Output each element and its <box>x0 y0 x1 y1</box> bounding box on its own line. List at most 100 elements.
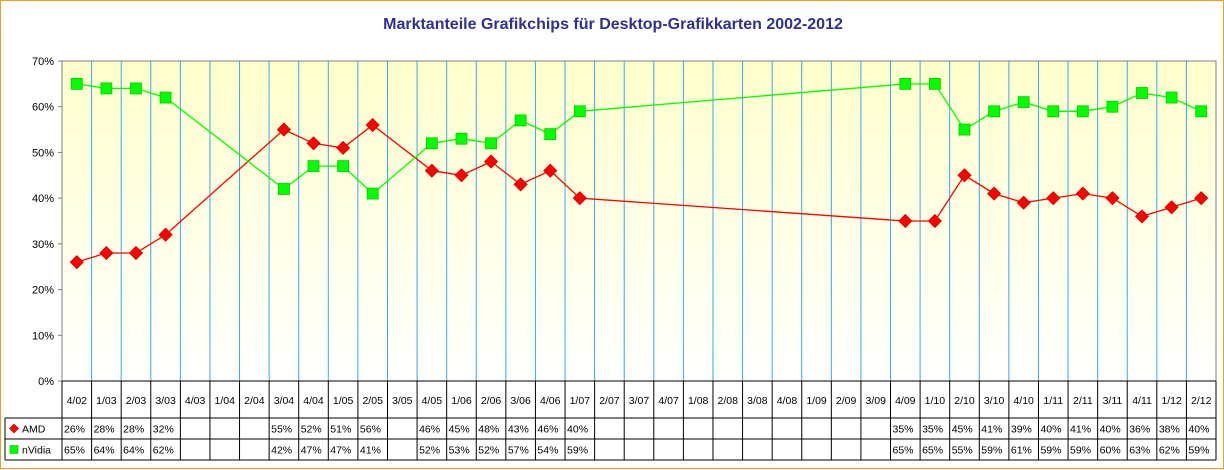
data-point-amd <box>365 117 380 133</box>
x-category-label: 4/11 <box>1132 395 1152 407</box>
data-table-cell: 52% <box>419 445 440 457</box>
data-point-nvidia <box>130 82 142 95</box>
data-table-cell: 45% <box>952 424 973 436</box>
x-category-label: 2/12 <box>1191 395 1212 407</box>
x-category-label: 4/06 <box>540 395 561 407</box>
plot-area <box>61 60 1217 382</box>
data-table-cell: 28% <box>94 424 115 436</box>
data-point-nvidia <box>1047 105 1060 118</box>
data-table-cell: 36% <box>1129 424 1150 436</box>
x-category-label: 4/10 <box>1013 395 1034 407</box>
x-category-label: 1/08 <box>688 395 709 407</box>
data-point-nvidia <box>514 114 527 127</box>
x-category-label: 4/03 <box>185 395 206 407</box>
x-category-label: 2/03 <box>126 395 147 407</box>
data-point-amd <box>543 163 558 178</box>
data-point-amd <box>69 255 84 270</box>
x-category-label: 3/07 <box>629 395 650 407</box>
data-point-nvidia <box>544 128 557 141</box>
x-category-label: 1/06 <box>451 395 472 407</box>
data-table-cell: 64% <box>94 445 115 457</box>
data-point-amd <box>276 122 291 137</box>
y-tick-label: 50% <box>32 147 54 159</box>
data-table-cell: 39% <box>1011 424 1032 436</box>
data-table-cell: 35% <box>922 424 943 436</box>
data-table-cell: 55% <box>952 445 973 457</box>
data-point-nvidia <box>928 77 941 90</box>
y-tick-label: 30% <box>32 239 54 251</box>
data-point-amd <box>454 168 469 183</box>
data-table-cell: 62% <box>1159 445 1180 457</box>
data-point-amd <box>336 140 351 155</box>
data-point-nvidia <box>988 105 1000 118</box>
data-table-cell: 41% <box>981 424 1002 436</box>
x-category-label: 3/10 <box>984 395 1005 407</box>
data-point-nvidia <box>337 160 350 173</box>
data-point-amd <box>1194 191 1209 206</box>
y-tick-label: 10% <box>32 330 54 342</box>
data-point-nvidia <box>1195 105 1208 118</box>
data-point-amd <box>99 245 114 261</box>
x-category-label: 3/08 <box>747 395 768 407</box>
x-category-label: 4/05 <box>422 395 443 407</box>
data-table-cell: 62% <box>153 445 174 457</box>
data-point-nvidia <box>573 105 586 118</box>
x-category-label: 3/05 <box>392 395 413 407</box>
x-category-label: 3/11 <box>1103 395 1123 407</box>
x-category-label: 2/07 <box>599 395 620 407</box>
data-point-amd <box>1134 209 1150 224</box>
data-point-amd <box>1016 195 1031 210</box>
x-category-label: 1/09 <box>806 395 827 407</box>
data-table-cell: 56% <box>360 424 381 436</box>
data-table-cell: 35% <box>893 424 914 436</box>
data-point-nvidia <box>307 160 320 173</box>
data-point-nvidia <box>366 187 379 200</box>
data-point-amd <box>1075 186 1090 201</box>
x-category-label: 2/05 <box>362 395 383 407</box>
data-table-cell: 38% <box>1159 424 1180 436</box>
x-category-label: 3/03 <box>155 395 176 407</box>
data-point-amd <box>158 227 173 242</box>
data-table-cell: 41% <box>360 445 381 457</box>
data-table-cell: 46% <box>419 424 440 436</box>
legend-key-amd <box>9 423 19 434</box>
data-table-cell: 43% <box>508 424 529 436</box>
x-category-label: 4/08 <box>777 395 798 407</box>
data-point-amd <box>306 136 321 151</box>
x-category-label: 4/02 <box>67 395 88 407</box>
data-point-amd <box>1105 191 1120 206</box>
data-table-cell: 47% <box>330 445 351 457</box>
data-table-cell: 41% <box>1070 424 1091 436</box>
data-table-cell: 51% <box>330 424 351 436</box>
data-table-cell: 65% <box>893 445 914 457</box>
y-tick-label: 0% <box>38 376 54 388</box>
x-category-label: 2/10 <box>954 395 975 407</box>
y-tick-label: 40% <box>32 193 54 205</box>
data-point-nvidia <box>159 91 172 104</box>
data-table-cell: 40% <box>567 424 588 436</box>
data-point-nvidia <box>278 183 290 195</box>
y-tick-label: 60% <box>32 102 54 114</box>
data-table-cell: 59% <box>567 445 588 457</box>
data-table-cell: 57% <box>508 445 529 457</box>
data-point-nvidia <box>425 137 438 150</box>
data-table-cell: 53% <box>449 445 470 457</box>
data-point-nvidia <box>899 77 912 90</box>
data-point-nvidia <box>70 77 83 90</box>
data-table-cell: 45% <box>449 424 470 436</box>
data-table-cell: 60% <box>1100 445 1121 457</box>
data-table-cell: 46% <box>537 424 558 436</box>
x-category-label: 4/04 <box>303 395 324 407</box>
x-category-label: 1/12 <box>1161 395 1182 407</box>
x-category-label: 2/04 <box>244 395 265 407</box>
data-point-nvidia <box>1106 100 1119 113</box>
x-category-label: 1/10 <box>925 395 946 407</box>
chart-title: Marktanteile Grafikchips für Desktop-Gra… <box>383 16 843 33</box>
data-point-amd <box>957 168 972 183</box>
x-category-label: 1/04 <box>215 395 236 407</box>
data-table-cell: 61% <box>1011 445 1032 457</box>
x-category-label: 1/11 <box>1043 395 1063 407</box>
data-table-cell: 59% <box>1040 445 1061 457</box>
data-point-nvidia <box>1017 96 1030 109</box>
